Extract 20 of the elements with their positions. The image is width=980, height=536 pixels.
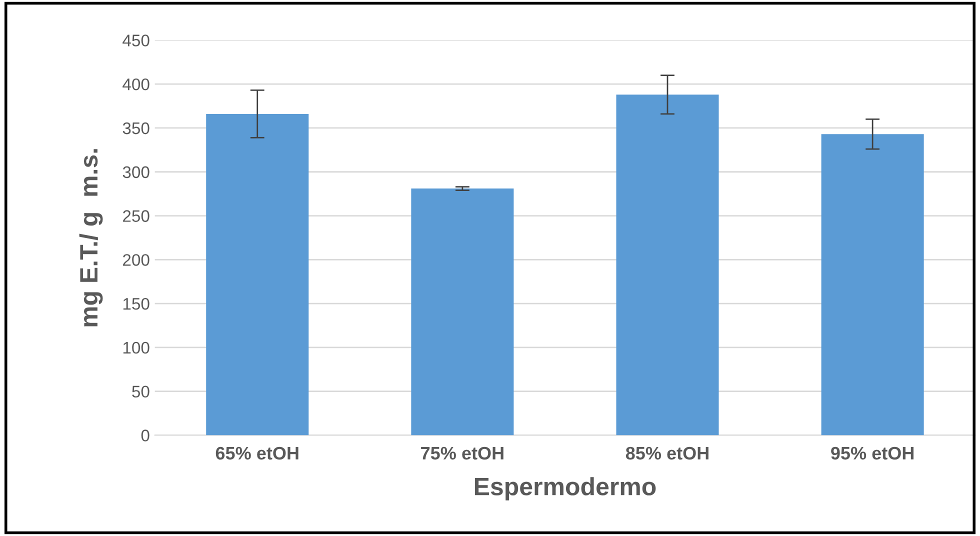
x-tick-label: 95% etOH (831, 446, 914, 460)
y-tick-label: 350 (122, 122, 150, 134)
y-tick-label: 50 (132, 386, 150, 398)
bar (616, 94, 719, 436)
y-tick-label: 400 (122, 78, 150, 90)
bar (411, 188, 514, 436)
y-tick-label: 300 (122, 166, 150, 178)
y-axis-title: mg E.T./ g m.s. (79, 149, 103, 326)
bar (821, 134, 924, 436)
y-tick-label: 450 (122, 34, 150, 46)
y-tick-label: 200 (123, 254, 150, 266)
y-tick-label: 150 (123, 298, 150, 310)
x-tick-label: 65% etOH (216, 446, 298, 460)
x-tick-label: 85% etOH (626, 446, 708, 460)
y-tick-label: 100 (123, 342, 150, 354)
bar (206, 114, 309, 436)
x-tick-label: 75% etOH (421, 446, 504, 460)
y-tick-label: 250 (123, 210, 150, 222)
y-tick-label: 0 (141, 430, 150, 442)
x-axis-title: Espermodermo (474, 477, 656, 500)
